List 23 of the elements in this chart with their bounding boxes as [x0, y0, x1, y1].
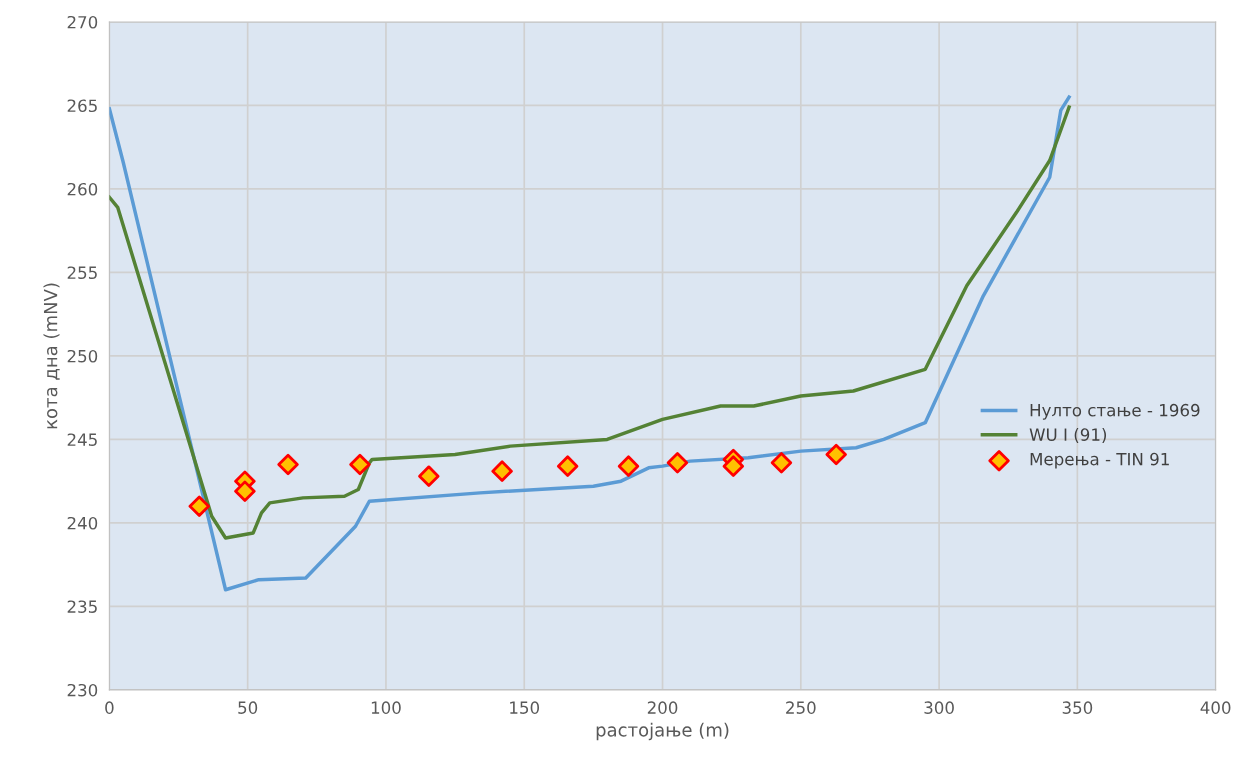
y-tick-label: 255: [67, 266, 97, 280]
x-tick-label: 50: [238, 701, 258, 714]
x-tick-label: 250: [786, 701, 816, 714]
x-tick-label: 300: [924, 701, 954, 714]
y-tick-label: 235: [67, 600, 97, 613]
x-axis-title: растојање (m): [596, 722, 729, 741]
y-tick-label: 240: [67, 516, 98, 530]
legend-label: WU I (91): [1029, 428, 1107, 443]
x-tick-label: 200: [647, 701, 678, 714]
legend-label: Мерења - TIN 91: [1030, 452, 1169, 469]
y-tick-label: 230: [67, 683, 98, 697]
x-tick-label: 400: [1200, 701, 1231, 714]
x-tick-label: 350: [1062, 701, 1093, 714]
y-tick-label: 265: [67, 99, 97, 113]
x-tick-label: 100: [371, 701, 401, 714]
y-tick-label: 270: [67, 15, 98, 29]
y-tick-label: 250: [67, 349, 98, 363]
y-axis-title: кота дна (mNV): [43, 283, 60, 429]
x-tick-label: 150: [510, 701, 540, 714]
y-tick-label: 260: [67, 182, 98, 196]
y-tick-label: 245: [67, 433, 97, 446]
legend-label: Нулто стање - 1969: [1030, 403, 1200, 420]
x-tick-label: 0: [105, 701, 114, 714]
